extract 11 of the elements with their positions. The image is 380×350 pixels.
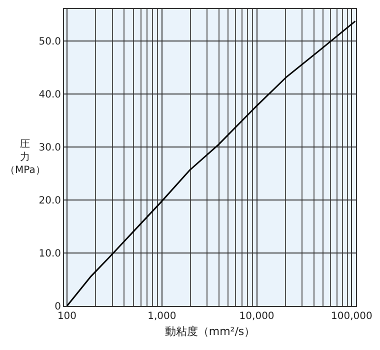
y-tick-label: 0 xyxy=(54,302,61,312)
y-tick-label: 30.0 xyxy=(38,142,61,154)
y-tick-label: 40.0 xyxy=(38,89,61,100)
x-axis-title: 動粘度（mm²/s） xyxy=(164,325,256,338)
x-tick-label: 1,000 xyxy=(148,311,176,322)
x-tick-label: 10,000 xyxy=(239,311,274,322)
y-tick-label: 50.0 xyxy=(38,36,61,48)
y-tick-label: 20.0 xyxy=(38,195,61,206)
x-tick-label: 100 xyxy=(57,311,77,322)
x-tick-label: 100,000 xyxy=(331,311,372,322)
y-tick-label: 10.0 xyxy=(38,248,61,260)
